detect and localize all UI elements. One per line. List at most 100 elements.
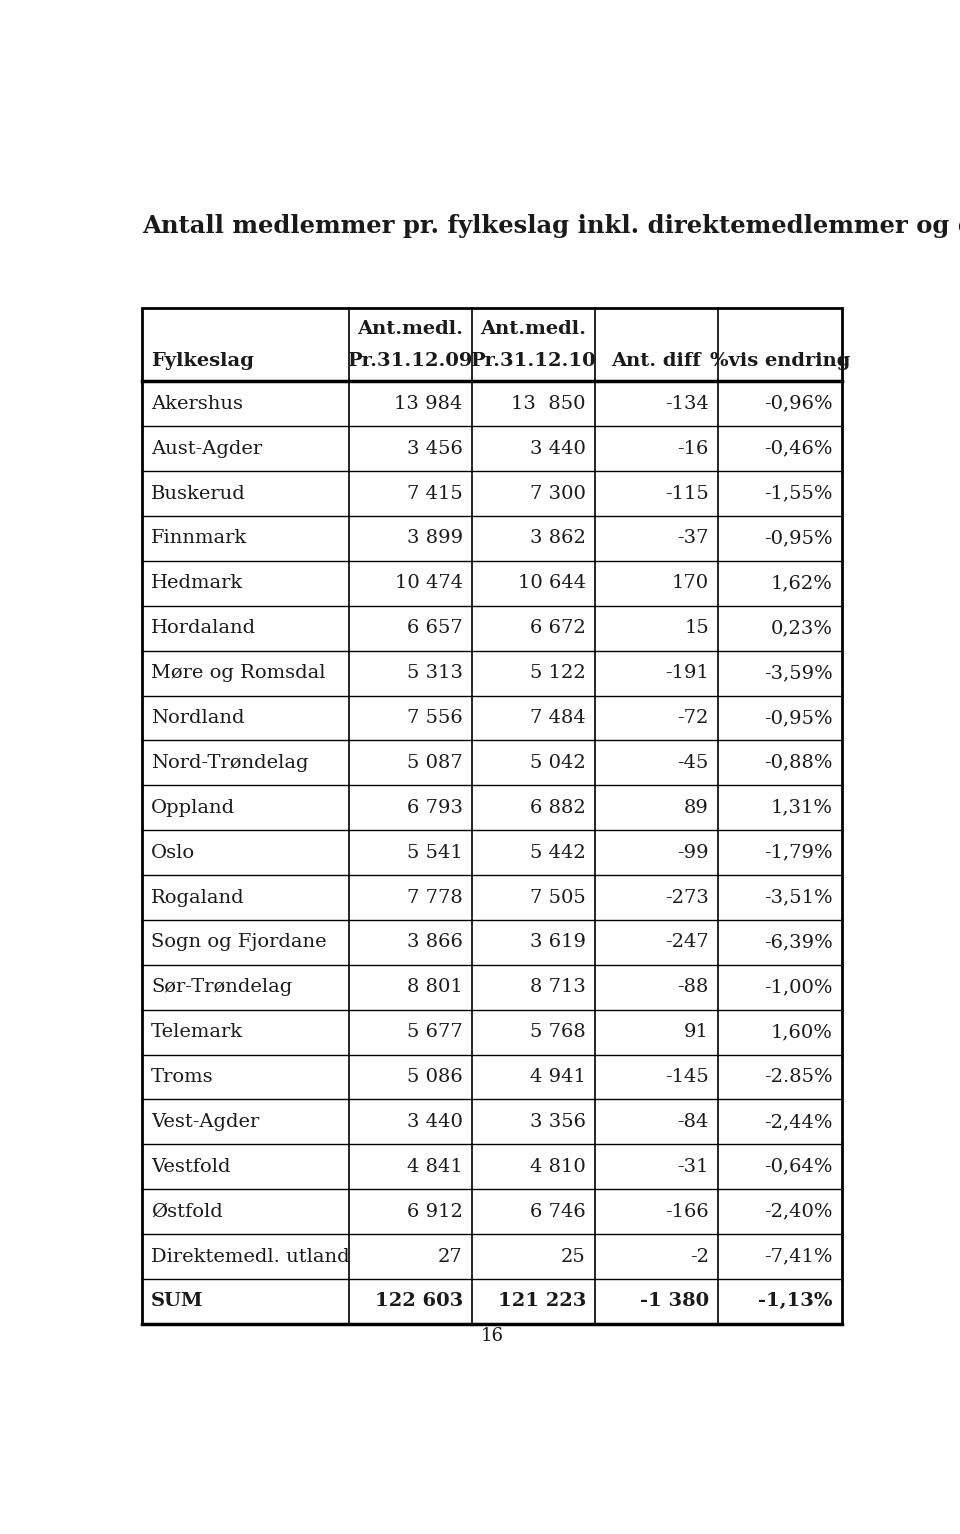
Text: Ant.medl.: Ant.medl. <box>357 319 463 337</box>
Text: -45: -45 <box>678 753 709 772</box>
Text: 5 122: 5 122 <box>530 664 586 683</box>
Text: -191: -191 <box>665 664 709 683</box>
Text: 3 356: 3 356 <box>530 1114 586 1131</box>
Text: 6 672: 6 672 <box>530 620 586 637</box>
Text: 13  850: 13 850 <box>512 394 586 413</box>
Text: %vis endring: %vis endring <box>709 351 850 370</box>
Text: 8 801: 8 801 <box>407 979 463 996</box>
Text: -72: -72 <box>678 709 709 727</box>
Text: -2: -2 <box>690 1247 709 1266</box>
Text: 1,60%: 1,60% <box>771 1023 832 1042</box>
Text: 5 086: 5 086 <box>407 1068 463 1086</box>
Text: 7 505: 7 505 <box>530 888 586 907</box>
Text: -3,51%: -3,51% <box>764 888 832 907</box>
Text: Sogn og Fjordane: Sogn og Fjordane <box>152 933 326 951</box>
Text: 7 556: 7 556 <box>407 709 463 727</box>
Text: 1,62%: 1,62% <box>771 574 832 592</box>
Text: -16: -16 <box>678 440 709 457</box>
Text: -2,44%: -2,44% <box>764 1114 832 1131</box>
Text: 5 442: 5 442 <box>530 844 586 862</box>
Text: 4 810: 4 810 <box>530 1158 586 1177</box>
Text: Østfold: Østfold <box>152 1203 223 1221</box>
Text: 4 941: 4 941 <box>530 1068 586 1086</box>
Text: Nord-Trøndelag: Nord-Trøndelag <box>152 753 309 772</box>
Text: -273: -273 <box>665 888 709 907</box>
Text: 7 778: 7 778 <box>407 888 463 907</box>
Text: SUM: SUM <box>152 1293 204 1310</box>
Text: Pr.31.12.09: Pr.31.12.09 <box>348 351 473 370</box>
Text: 91: 91 <box>684 1023 709 1042</box>
Text: 3 866: 3 866 <box>407 933 463 951</box>
Text: 13 984: 13 984 <box>395 394 463 413</box>
Text: 6 912: 6 912 <box>407 1203 463 1221</box>
Text: Pr.31.12.10: Pr.31.12.10 <box>470 351 596 370</box>
Text: -88: -88 <box>678 979 709 996</box>
Text: 16: 16 <box>481 1327 503 1345</box>
Text: 89: 89 <box>684 799 709 816</box>
Text: -0,95%: -0,95% <box>764 709 832 727</box>
Text: Buskerud: Buskerud <box>152 485 246 503</box>
Text: Ant. diff: Ant. diff <box>612 351 701 370</box>
Text: -115: -115 <box>665 485 709 503</box>
Text: Finnmark: Finnmark <box>152 529 248 548</box>
Text: -0,95%: -0,95% <box>764 529 832 548</box>
Text: 4 841: 4 841 <box>407 1158 463 1177</box>
Text: Sør-Trøndelag: Sør-Trøndelag <box>152 979 293 996</box>
Text: Nordland: Nordland <box>152 709 245 727</box>
Text: -1 380: -1 380 <box>640 1293 709 1310</box>
Text: 5 042: 5 042 <box>530 753 586 772</box>
Text: -134: -134 <box>665 394 709 413</box>
Text: 25: 25 <box>562 1247 586 1266</box>
Text: 3 440: 3 440 <box>407 1114 463 1131</box>
Text: 1,31%: 1,31% <box>771 799 832 816</box>
Text: 3 619: 3 619 <box>530 933 586 951</box>
Text: -0,96%: -0,96% <box>764 394 832 413</box>
Text: -2.85%: -2.85% <box>764 1068 832 1086</box>
Text: 3 456: 3 456 <box>407 440 463 457</box>
Text: 3 862: 3 862 <box>530 529 586 548</box>
Text: 10 474: 10 474 <box>395 574 463 592</box>
Text: -1,00%: -1,00% <box>764 979 832 996</box>
Text: Telemark: Telemark <box>152 1023 244 1042</box>
Text: Akershus: Akershus <box>152 394 243 413</box>
Text: 15: 15 <box>684 620 709 637</box>
Text: -1,79%: -1,79% <box>764 844 832 862</box>
Text: Antall medlemmer pr. fylkeslag inkl. direktemedlemmer og endringer fra 2009 – 20: Antall medlemmer pr. fylkeslag inkl. dir… <box>142 213 960 238</box>
Text: -37: -37 <box>678 529 709 548</box>
Text: 6 793: 6 793 <box>407 799 463 816</box>
Text: Oslo: Oslo <box>152 844 196 862</box>
Text: 5 677: 5 677 <box>407 1023 463 1042</box>
Text: -0,88%: -0,88% <box>764 753 832 772</box>
Text: -247: -247 <box>665 933 709 951</box>
Text: Troms: Troms <box>152 1068 214 1086</box>
Text: Hedmark: Hedmark <box>152 574 244 592</box>
Text: -99: -99 <box>678 844 709 862</box>
Text: -1,13%: -1,13% <box>758 1293 832 1310</box>
Text: -84: -84 <box>678 1114 709 1131</box>
Text: Rogaland: Rogaland <box>152 888 245 907</box>
Text: 7 300: 7 300 <box>530 485 586 503</box>
Text: Fylkeslag: Fylkeslag <box>152 353 254 370</box>
Bar <box>142 308 842 1324</box>
Text: -3,59%: -3,59% <box>764 664 832 683</box>
Text: 27: 27 <box>438 1247 463 1266</box>
Text: Møre og Romsdal: Møre og Romsdal <box>152 664 325 683</box>
Text: -31: -31 <box>678 1158 709 1177</box>
Text: 5 768: 5 768 <box>530 1023 586 1042</box>
Text: 121 223: 121 223 <box>497 1293 586 1310</box>
Text: Vestfold: Vestfold <box>152 1158 230 1177</box>
Text: Vest-Agder: Vest-Agder <box>152 1114 259 1131</box>
Text: -6,39%: -6,39% <box>764 933 832 951</box>
Text: 0,23%: 0,23% <box>771 620 832 637</box>
Text: -166: -166 <box>665 1203 709 1221</box>
Text: -7,41%: -7,41% <box>764 1247 832 1266</box>
Text: 5 313: 5 313 <box>407 664 463 683</box>
Text: 5 087: 5 087 <box>407 753 463 772</box>
Text: Hordaland: Hordaland <box>152 620 256 637</box>
Text: 7 484: 7 484 <box>530 709 586 727</box>
Text: Oppland: Oppland <box>152 799 235 816</box>
Text: 122 603: 122 603 <box>374 1293 463 1310</box>
Text: -145: -145 <box>665 1068 709 1086</box>
Text: 6 746: 6 746 <box>530 1203 586 1221</box>
Text: 3 899: 3 899 <box>407 529 463 548</box>
